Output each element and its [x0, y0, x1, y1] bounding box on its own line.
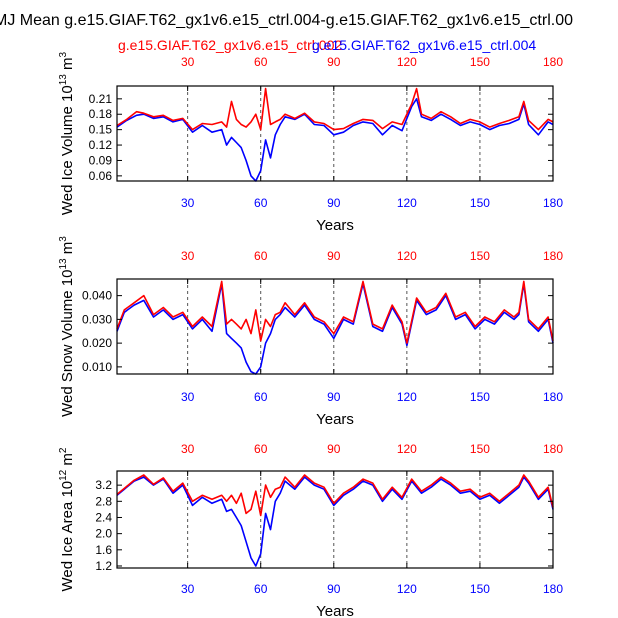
x-tick-label-top: 150 [470, 249, 490, 263]
x-tick-label-bottom: 30 [181, 582, 195, 596]
y-tick-label: 2.4 [95, 510, 112, 524]
y-axis-title: Wed Ice Area 1012 m2 [58, 447, 76, 591]
y-tick-label: 2.0 [95, 527, 112, 541]
x-axis-title: Years [316, 217, 354, 234]
series-line-ctrl-004 [116, 476, 554, 567]
series-line-ctrl-002 [116, 280, 554, 344]
x-tick-label-bottom: 180 [543, 390, 563, 404]
x-tick-label-bottom: 90 [327, 582, 341, 596]
x-tick-label-bottom: 150 [470, 390, 490, 404]
y-tick-label: 0.09 [89, 153, 113, 167]
x-tick-label-bottom: 90 [327, 390, 341, 404]
y-tick-label: 3.2 [95, 478, 112, 492]
x-tick-label-top: 120 [397, 442, 417, 456]
x-tick-label-top: 120 [397, 249, 417, 263]
x-tick-label-top: 30 [181, 249, 195, 263]
y-tick-label: 2.8 [95, 494, 112, 508]
legend-red-label: g.e15.GIAF.T62_gx1v6.e15_ctrl.002 [118, 37, 342, 53]
x-tick-label-bottom: 60 [254, 390, 268, 404]
y-tick-label: 0.15 [89, 123, 113, 137]
x-tick-label-top: 120 [397, 55, 417, 69]
x-axis-title: Years [316, 411, 354, 428]
x-tick-label-top: 90 [327, 55, 341, 69]
x-tick-label-top: 60 [254, 55, 268, 69]
y-tick-label: 1.6 [95, 543, 112, 557]
y-tick-label: 0.18 [89, 107, 113, 121]
x-tick-label-bottom: 150 [470, 582, 490, 596]
y-tick-label: 0.010 [82, 360, 112, 374]
y-tick-label: 0.21 [89, 92, 113, 106]
x-tick-label-bottom: 60 [254, 582, 268, 596]
x-tick-label-top: 60 [254, 249, 268, 263]
y-tick-label: 0.12 [89, 138, 113, 152]
x-tick-label-top: 90 [327, 442, 341, 456]
y-tick-label: 0.030 [82, 312, 112, 326]
x-tick-label-top: 180 [543, 442, 563, 456]
y-tick-label: 0.020 [82, 336, 112, 350]
x-tick-label-bottom: 180 [543, 582, 563, 596]
y-tick-label: 0.040 [82, 289, 112, 303]
ice-volume-panel: 0.06 0.090.120.15 0.180.21 30 30 60 60 90 90 120 1… [58, 51, 563, 234]
x-tick-label-top: 30 [181, 55, 195, 69]
series-line-ctrl-004 [116, 282, 554, 375]
x-tick-label-top: 60 [254, 442, 268, 456]
y-axis-title: Wed Ice Volume 1013 m3 [58, 51, 76, 215]
x-tick-label-bottom: 120 [397, 390, 417, 404]
x-tick-label-top: 90 [327, 249, 341, 263]
x-tick-label-top: 150 [470, 442, 490, 456]
x-tick-label-bottom: 120 [397, 582, 417, 596]
x-tick-label-bottom: 180 [543, 196, 563, 210]
x-tick-label-bottom: 30 [181, 196, 195, 210]
series-line-ctrl-002 [116, 474, 554, 517]
snow-volume-panel: 0.010 0.020 0.030 0.040 30 30 60 60 90 90 120 120 15… [58, 236, 563, 428]
y-tick-label: 1.2 [95, 559, 112, 573]
x-tick-label-bottom: 60 [254, 196, 268, 210]
x-tick-label-top: 150 [470, 55, 490, 69]
figure-title: MJ Mean g.e15.GIAF.T62_gx1v6.e15_ctrl.00… [0, 12, 573, 29]
plot-frame [116, 470, 554, 569]
y-tick-label: 0.06 [89, 169, 113, 183]
plot-frame [116, 278, 554, 375]
x-tick-label-bottom: 30 [181, 390, 195, 404]
x-tick-label-top: 30 [181, 442, 195, 456]
series-line-ctrl-004 [116, 98, 554, 182]
x-tick-label-bottom: 120 [397, 196, 417, 210]
x-tick-label-top: 180 [543, 55, 563, 69]
y-axis-title: Wed Snow Volume 1013 m3 [58, 236, 76, 417]
x-tick-label-bottom: 90 [327, 196, 341, 210]
series-line-ctrl-002 [116, 87, 554, 131]
ice-area-panel: 1.2 1.6 2.0 2.4 2.8 3.2 30 30 60 60 90 90 120 120 150 1… [58, 442, 563, 618]
x-axis-title: Years [316, 603, 354, 618]
x-tick-label-top: 180 [543, 249, 563, 263]
plot-frame [116, 85, 554, 182]
legend-blue-label: g.e15.GIAF.T62_gx1v6.e15_ctrl.004 [312, 37, 536, 53]
x-tick-label-bottom: 150 [470, 196, 490, 210]
